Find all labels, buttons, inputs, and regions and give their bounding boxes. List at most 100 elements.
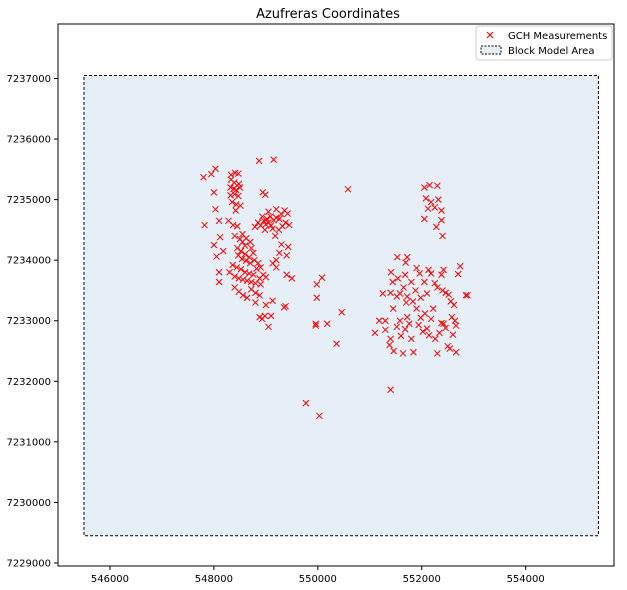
- data-point: [427, 198, 435, 206]
- data-point: [432, 223, 440, 231]
- data-point: [242, 257, 250, 265]
- data-point: [436, 329, 443, 337]
- data-point: [271, 232, 279, 240]
- data-point: [243, 277, 251, 285]
- data-point: [260, 217, 268, 225]
- data-point: [431, 204, 439, 211]
- axes-frame: [57, 23, 615, 567]
- data-point: [425, 266, 432, 274]
- data-point: [386, 341, 393, 349]
- data-point: [215, 268, 223, 276]
- x-tick-label: 546000: [91, 574, 129, 585]
- data-point: [462, 291, 470, 299]
- data-point: [456, 262, 464, 270]
- x-tick-label: 548000: [195, 574, 233, 585]
- data-point: [435, 196, 442, 203]
- data-point: [201, 221, 208, 229]
- data-point: [231, 190, 239, 198]
- data-point: [452, 348, 460, 356]
- data-point: [283, 251, 290, 259]
- data-point: [278, 241, 285, 248]
- data-point: [228, 198, 236, 206]
- data-point: [403, 293, 411, 300]
- data-point: [243, 294, 251, 302]
- data-point: [433, 284, 441, 291]
- data-point: [431, 279, 439, 287]
- x-axis-ticks: 546000 548000 550000 552000 554000: [91, 566, 545, 585]
- data-point: [272, 205, 280, 213]
- legend-marker-x-icon: [486, 31, 494, 39]
- data-point: [407, 278, 415, 286]
- data-point: [403, 313, 411, 321]
- data-point: [275, 226, 283, 234]
- data-point: [393, 253, 401, 261]
- data-point: [251, 223, 259, 231]
- data-point: [254, 259, 262, 267]
- data-point: [252, 299, 259, 306]
- data-point: [409, 298, 417, 305]
- data-point: [231, 232, 239, 240]
- data-point: [210, 241, 218, 249]
- data-point: [252, 289, 259, 297]
- data-point: [227, 171, 235, 179]
- y-tick-label: 7237000: [6, 74, 51, 85]
- data-point: [216, 233, 224, 241]
- data-point: [399, 350, 407, 357]
- data-point: [253, 265, 260, 273]
- data-point: [215, 278, 223, 286]
- data-point: [212, 165, 219, 173]
- data-point: [433, 350, 441, 357]
- data-point: [262, 301, 270, 309]
- data-point: [234, 170, 242, 177]
- data-point: [387, 289, 394, 297]
- data-point: [333, 340, 340, 348]
- data-point: [229, 261, 236, 269]
- data-point: [417, 294, 425, 302]
- y-tick-label: 7232000: [6, 377, 51, 388]
- data-point: [284, 243, 292, 251]
- data-point: [375, 317, 383, 325]
- data-point: [405, 320, 413, 328]
- data-point: [265, 208, 272, 216]
- data-point: [215, 217, 223, 225]
- data-point: [302, 399, 310, 407]
- data-point: [387, 386, 394, 394]
- data-point: [236, 184, 244, 191]
- data-point: [219, 247, 227, 255]
- y-tick-label: 7236000: [6, 135, 51, 146]
- data-point: [231, 273, 239, 280]
- data-point: [232, 207, 240, 214]
- data-point: [420, 215, 428, 223]
- data-point: [318, 274, 326, 282]
- data-point: [255, 157, 263, 165]
- data-point: [397, 332, 405, 340]
- data-point: [233, 222, 241, 230]
- data-point: [438, 216, 445, 224]
- data-point: [433, 182, 441, 190]
- data-point: [284, 210, 292, 217]
- block-model-area-layer: [83, 74, 599, 537]
- data-point: [426, 181, 433, 189]
- data-point: [440, 320, 447, 328]
- data-point: [423, 325, 431, 332]
- data-point: [233, 264, 241, 271]
- block-model-area-rect: [83, 74, 599, 537]
- data-point: [200, 173, 207, 181]
- data-point: [422, 195, 430, 202]
- data-point: [288, 274, 296, 282]
- data-point: [239, 276, 247, 283]
- data-point: [402, 259, 409, 266]
- data-point: [257, 264, 265, 271]
- data-point: [439, 287, 446, 294]
- data-point: [257, 281, 265, 288]
- data-point: [390, 347, 398, 355]
- data-point: [246, 238, 254, 246]
- y-tick-label: 7230000: [6, 498, 51, 509]
- data-point: [379, 290, 387, 297]
- data-point: [237, 265, 245, 273]
- data-point: [396, 317, 404, 325]
- data-point: [235, 274, 243, 282]
- x-tick-label: 554000: [507, 574, 545, 585]
- y-axis-ticks: 7229000 7230000 7231000 7232000 7233000 72340…: [6, 74, 58, 569]
- data-point: [239, 291, 247, 299]
